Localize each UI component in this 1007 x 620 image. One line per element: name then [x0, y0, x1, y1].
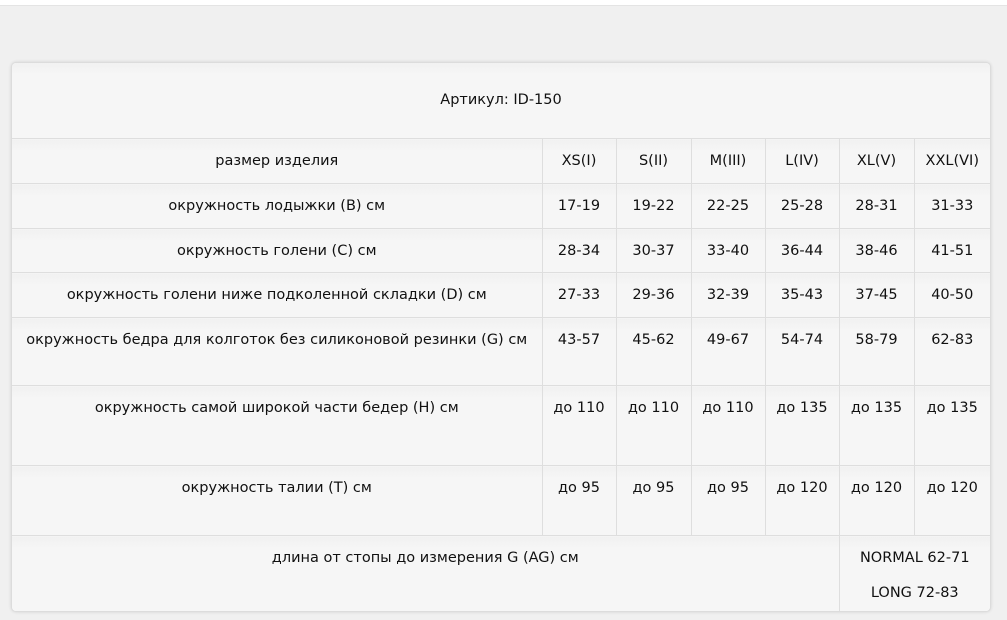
cell: 38-46: [838, 228, 915, 273]
table-row: окружность талии (T) см до 95 до 95 до 9…: [12, 465, 990, 536]
size-header: S(II): [615, 138, 692, 184]
row-label: окружность талии (T) см: [12, 465, 543, 536]
header-row: размер изделия XS(I) S(II) M(III) L(IV) …: [12, 138, 990, 184]
cell: 31-33: [913, 183, 990, 229]
cell: 41-51: [913, 228, 990, 273]
row-label: окружность самой широкой части бедер (H)…: [12, 385, 543, 466]
cell: 25-28: [764, 183, 840, 229]
article-row: Артикул: ID-150: [12, 63, 990, 139]
table-row: окружность голени (C) см 28-34 30-37 33-…: [12, 228, 990, 273]
cell: до 110: [541, 385, 617, 466]
cell: до 120: [838, 465, 915, 536]
size-header: XL(V): [838, 138, 915, 184]
cell: 27-33: [541, 272, 617, 318]
cell: 49-67: [690, 317, 766, 386]
size-chart-card: Артикул: ID-150 размер изделия XS(I) S(I…: [11, 62, 991, 612]
article-title: Артикул: ID-150: [12, 63, 990, 139]
length-long: LONG 72-83: [870, 585, 959, 601]
cell: 37-45: [838, 272, 915, 318]
table-row: окружность самой широкой части бедер (H)…: [12, 385, 990, 466]
cell: до 135: [838, 385, 915, 466]
cell: до 110: [690, 385, 766, 466]
size-chart-table: Артикул: ID-150 размер изделия XS(I) S(I…: [12, 63, 990, 611]
cell: 40-50: [913, 272, 990, 318]
page-background: Артикул: ID-150 размер изделия XS(I) S(I…: [0, 5, 1007, 620]
row-label: окружность голени ниже подколенной склад…: [12, 272, 543, 318]
cell: 29-36: [615, 272, 692, 318]
table-row: окружность бедра для колготок без силико…: [12, 317, 990, 386]
row-label: окружность лодыжки (B) см: [12, 183, 543, 229]
row-label: окружность голени (C) см: [12, 228, 543, 273]
cell: 17-19: [541, 183, 617, 229]
cell: 28-31: [838, 183, 915, 229]
length-row: длина от стопы до измерения G (AG) см NO…: [12, 535, 990, 611]
cell: 45-62: [615, 317, 692, 386]
cell: 54-74: [764, 317, 840, 386]
cell: 22-25: [690, 183, 766, 229]
cell: 36-44: [764, 228, 840, 273]
size-header: L(IV): [764, 138, 840, 184]
cell: до 110: [615, 385, 692, 466]
cell: до 95: [690, 465, 766, 536]
length-normal: NORMAL 62-71: [859, 550, 970, 566]
cell: до 95: [615, 465, 692, 536]
cell: 19-22: [615, 183, 692, 229]
cell: 35-43: [764, 272, 840, 318]
cell: до 120: [764, 465, 840, 536]
row-label: окружность бедра для колготок без силико…: [12, 317, 543, 386]
cell: 43-57: [541, 317, 617, 386]
cell: 33-40: [690, 228, 766, 273]
cell: 28-34: [541, 228, 617, 273]
cell: 62-83: [913, 317, 990, 386]
length-values: NORMAL 62-71 LONG 72-83: [838, 535, 990, 611]
cell: до 135: [913, 385, 990, 466]
header-label: размер изделия: [12, 138, 543, 184]
table-row: окружность лодыжки (B) см 17-19 19-22 22…: [12, 183, 990, 229]
size-header: XS(I): [541, 138, 617, 184]
cell: до 135: [764, 385, 840, 466]
size-header: M(III): [690, 138, 766, 184]
cell: 58-79: [838, 317, 915, 386]
cell: 32-39: [690, 272, 766, 318]
cell: до 120: [913, 465, 990, 536]
cell: до 95: [541, 465, 617, 536]
size-header: XXL(VI): [913, 138, 990, 184]
table-row: окружность голени ниже подколенной склад…: [12, 272, 990, 318]
cell: 30-37: [615, 228, 692, 273]
length-label: длина от стопы до измерения G (AG) см: [12, 535, 840, 611]
